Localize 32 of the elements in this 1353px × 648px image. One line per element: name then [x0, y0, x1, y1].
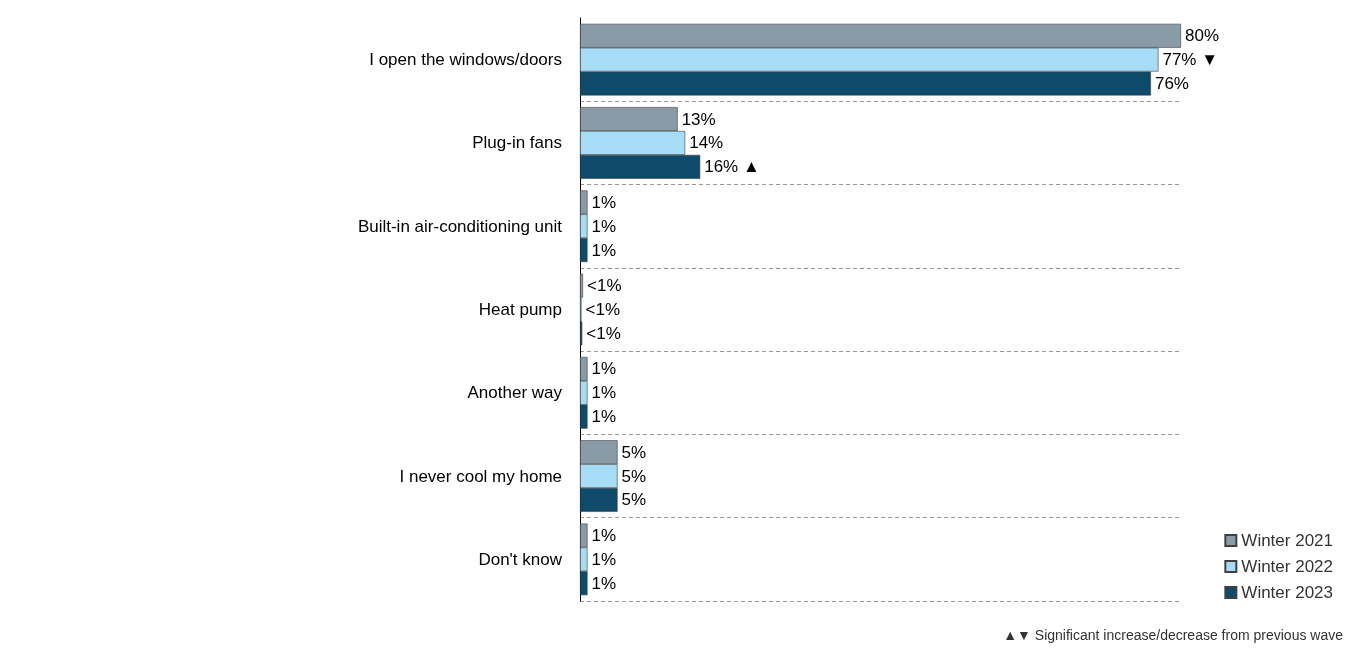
- legend-label: Winter 2023: [1241, 583, 1334, 602]
- data-label: 1%: [591, 525, 617, 545]
- data-label: 1%: [591, 216, 617, 236]
- data-label: <1%: [586, 323, 621, 343]
- y-tick-label: Don't know: [478, 549, 563, 569]
- legend-label: Winter 2021: [1241, 531, 1334, 550]
- data-label: 5%: [621, 490, 647, 510]
- y-tick-label: Heat pump: [478, 300, 562, 319]
- data-label: 1%: [591, 549, 617, 569]
- y-tick-label: I open the windows/doors: [369, 50, 562, 70]
- y-tick-label: Another way: [467, 383, 563, 403]
- data-label: 1%: [591, 240, 617, 260]
- data-label: 1%: [591, 383, 617, 403]
- y-tick-label: Built-in air-conditioning unit: [357, 216, 563, 236]
- data-label: <1%: [585, 300, 620, 319]
- data-label: 1%: [591, 573, 617, 593]
- data-label: 5%: [621, 466, 647, 486]
- data-label: 13%: [681, 109, 716, 129]
- data-label: <1%: [587, 276, 622, 296]
- text: ▲▼ Significant increase/decrease from previous wave: [1003, 627, 1344, 643]
- data-label: 76%: [1154, 74, 1189, 94]
- data-label: 5%: [621, 442, 647, 462]
- data-label: 1%: [591, 192, 617, 212]
- data-label: 77% ▼: [1162, 50, 1219, 70]
- data-label: 1%: [591, 359, 617, 379]
- data-label: 80%: [1185, 26, 1220, 46]
- y-tick-label: Plug-in fans: [472, 133, 562, 153]
- data-label: 16% ▲: [704, 157, 760, 177]
- y-tick-label: I never cool my home: [399, 466, 562, 486]
- legend-label: Winter 2022: [1241, 557, 1334, 576]
- data-label: 14%: [689, 133, 724, 153]
- data-label: 1%: [591, 407, 617, 427]
